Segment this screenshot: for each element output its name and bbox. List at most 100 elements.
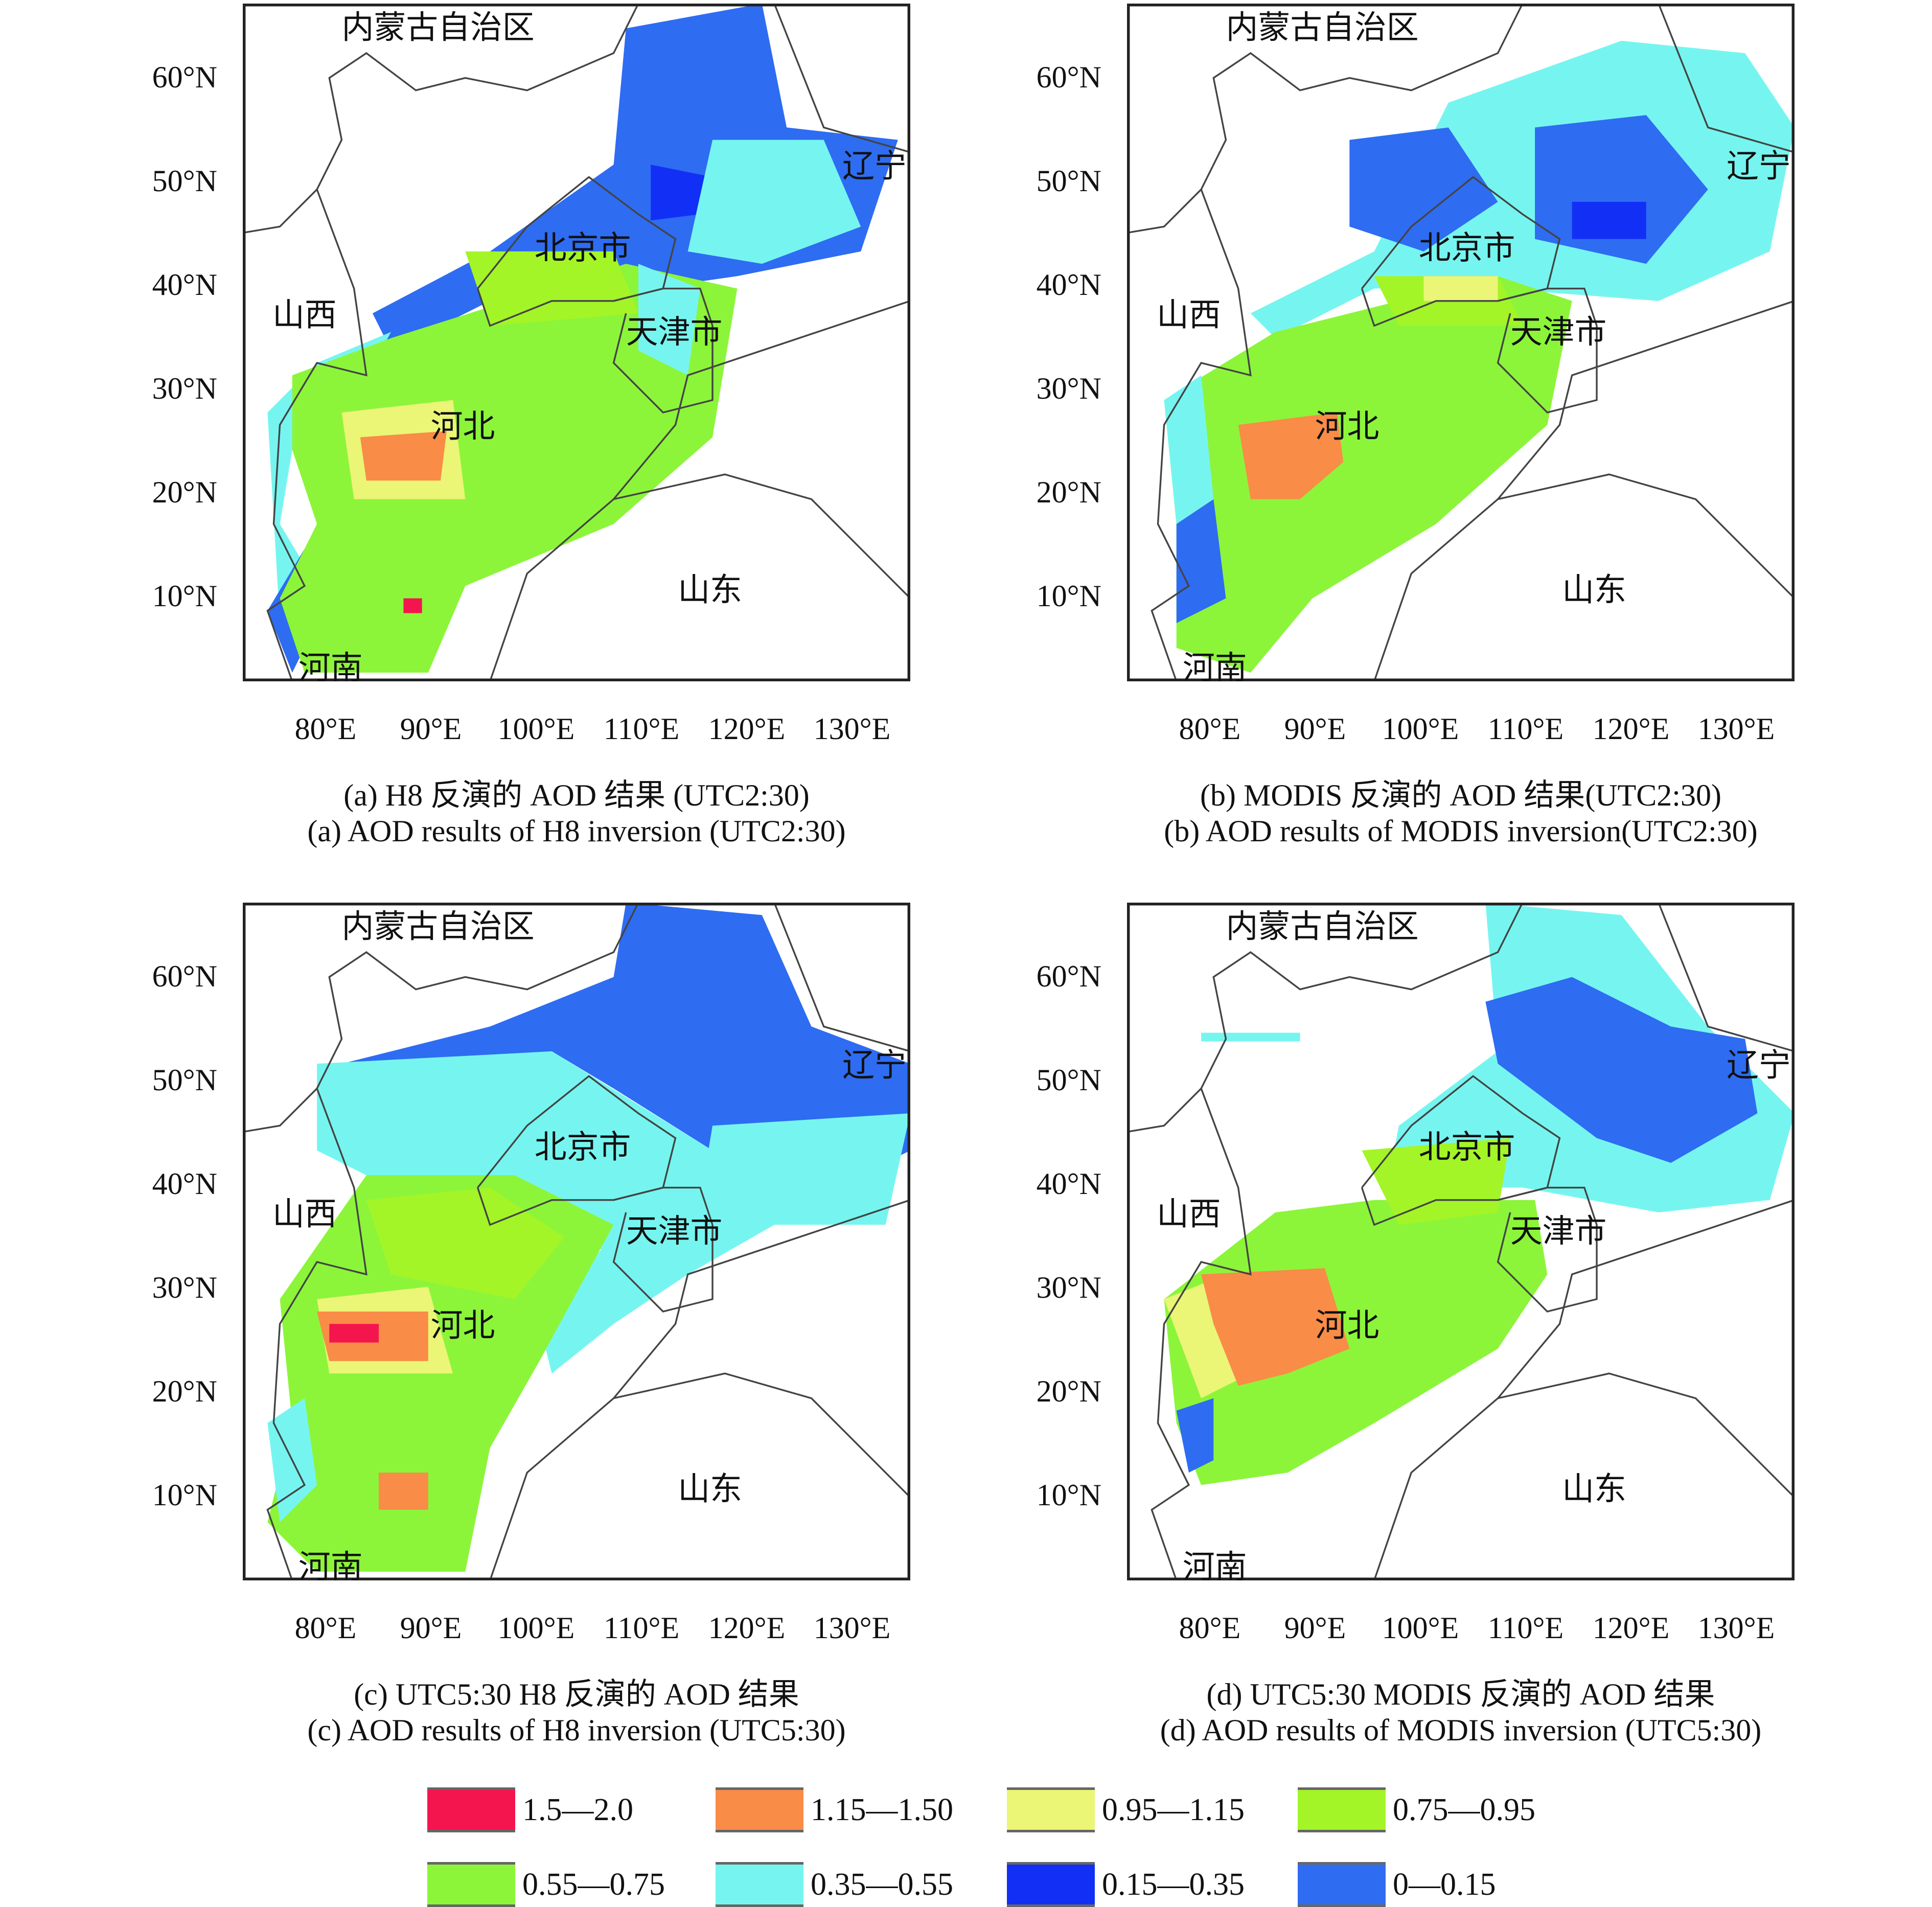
aod-region <box>651 165 713 221</box>
place-label-hebei: 河北 <box>431 1306 495 1344</box>
place-label-liaoning: 辽宁 <box>1727 147 1791 185</box>
caption-en: (a) AOD results of H8 inversion (UTC2:30… <box>307 814 846 848</box>
x-tick-label: 80°E <box>1179 712 1241 746</box>
province-boundary <box>613 473 910 599</box>
legend-item: 0.35—0.55 <box>716 1862 953 1907</box>
legend-label: 0—0.15 <box>1393 1867 1496 1902</box>
place-label-beijing: 北京市 <box>535 1128 631 1165</box>
legend-label: 0.15—0.35 <box>1102 1867 1245 1902</box>
legend-label: 0.35—0.55 <box>811 1867 953 1902</box>
legend-item: 0.75—0.95 <box>1298 1787 1535 1832</box>
x-tick-label: 130°E <box>813 712 891 746</box>
province-boundary <box>266 1088 367 1580</box>
province-boundary <box>243 4 639 234</box>
aod-region <box>1362 1138 1510 1225</box>
place-label-liaoning: 辽宁 <box>842 1046 907 1084</box>
province-boundary <box>243 903 639 1133</box>
y-tick-label: 60°N <box>1036 60 1101 94</box>
caption-cn: (a) H8 反演的 AOD 结果 (UTC2:30) <box>343 778 810 812</box>
aod-region <box>687 140 861 264</box>
aod-region <box>360 431 447 481</box>
province-boundary <box>613 1372 910 1498</box>
y-tick-label: 50°N <box>1036 1063 1101 1097</box>
y-tick-label: 50°N <box>1036 164 1101 198</box>
place-label-henan: 河南 <box>1183 649 1247 681</box>
x-tick-label: 90°E <box>400 712 462 746</box>
place-label-henan: 河南 <box>298 649 363 681</box>
place-label-shanxi: 山西 <box>1157 296 1221 333</box>
map-frame <box>243 903 910 1580</box>
province-boundary <box>1497 287 1598 413</box>
legend-item: 0.95—1.15 <box>1007 1787 1245 1832</box>
y-tick-label: 40°N <box>1036 268 1101 302</box>
legend-label: 1.15—1.50 <box>811 1792 953 1827</box>
x-tick-label: 130°E <box>1697 712 1775 746</box>
y-tick-label: 10°N <box>152 1478 217 1512</box>
place-label-inner_mongolia: 内蒙古自治区 <box>341 908 534 945</box>
place-label-inner_mongolia: 内蒙古自治区 <box>1226 908 1418 945</box>
y-tick-label: 50°N <box>152 164 217 198</box>
y-tick-label: 20°N <box>1036 475 1101 509</box>
y-tick-label: 60°N <box>1036 959 1101 993</box>
map-panel-d: 内蒙古自治区 辽宁 北京市 天津市 山西 河北 山东 河南 <box>1127 903 1795 1580</box>
legend-swatch <box>1298 1787 1386 1832</box>
legend-swatch <box>716 1787 803 1832</box>
place-label-hebei: 河北 <box>1315 407 1379 445</box>
legend-item: 0.15—0.35 <box>1007 1862 1245 1907</box>
aod-region <box>1485 977 1758 1163</box>
y-tick-label: 40°N <box>152 1167 217 1201</box>
legend-item: 0.55—0.75 <box>427 1862 665 1907</box>
legend-label: 0.95—1.15 <box>1102 1792 1245 1827</box>
x-tick-label: 120°E <box>708 1611 786 1645</box>
y-tick-label: 30°N <box>152 1271 217 1304</box>
x-tick-label: 90°E <box>1284 712 1346 746</box>
province-boundary <box>773 903 910 1052</box>
aod-region <box>379 1473 428 1510</box>
aod-region <box>687 1113 910 1275</box>
aod-region <box>1164 1200 1548 1485</box>
place-label-inner_mongolia: 内蒙古自治区 <box>1226 9 1418 46</box>
aod-region <box>1423 276 1498 301</box>
caption-cn: (c) UTC5:30 H8 反演的 AOD 结果 <box>354 1678 799 1711</box>
legend-swatch <box>1298 1862 1386 1907</box>
x-tick-label: 90°E <box>1284 1611 1346 1645</box>
province-boundary <box>489 1199 910 1580</box>
place-label-shanxi: 山西 <box>272 296 337 333</box>
place-label-tianjin: 天津市 <box>626 313 723 351</box>
x-tick-label: 100°E <box>1382 712 1459 746</box>
y-tick-label: 40°N <box>1036 1167 1101 1201</box>
map-frame <box>1127 903 1795 1580</box>
caption-en: (b) AOD results of MODIS inversion(UTC2:… <box>1164 814 1758 848</box>
aod-region <box>1238 412 1344 499</box>
place-label-shandong: 山东 <box>678 571 742 608</box>
aod-region <box>329 1324 379 1343</box>
legend-item: 1.15—1.50 <box>716 1787 953 1832</box>
legend-label: 1.5—2.0 <box>522 1792 633 1827</box>
province-boundary <box>612 287 714 413</box>
province-boundary <box>1373 300 1795 681</box>
y-tick-label: 50°N <box>152 1063 217 1097</box>
aod-region <box>403 598 422 613</box>
x-tick-label: 110°E <box>603 1611 680 1645</box>
province-boundary <box>476 176 677 327</box>
place-label-shanxi: 山西 <box>1157 1195 1221 1232</box>
legend-item: 0—0.15 <box>1298 1862 1496 1907</box>
place-label-henan: 河南 <box>298 1548 363 1580</box>
aod-region <box>1164 276 1572 673</box>
caption-en: (d) AOD results of MODIS inversion (UTC5… <box>1160 1713 1762 1747</box>
y-tick-label: 10°N <box>152 579 217 613</box>
province-boundary <box>1373 1199 1795 1580</box>
province-boundary <box>489 300 910 681</box>
place-label-tianjin: 天津市 <box>626 1212 723 1250</box>
y-tick-label: 30°N <box>1036 372 1101 405</box>
x-tick-label: 100°E <box>497 1611 575 1645</box>
place-label-beijing: 北京市 <box>535 229 631 266</box>
aod-region <box>1201 1032 1300 1042</box>
place-label-liaoning: 辽宁 <box>1727 1046 1791 1084</box>
province-boundary <box>266 189 367 681</box>
place-label-beijing: 北京市 <box>1419 229 1515 266</box>
province-boundary <box>1498 473 1795 599</box>
x-tick-label: 80°E <box>1179 1611 1241 1645</box>
